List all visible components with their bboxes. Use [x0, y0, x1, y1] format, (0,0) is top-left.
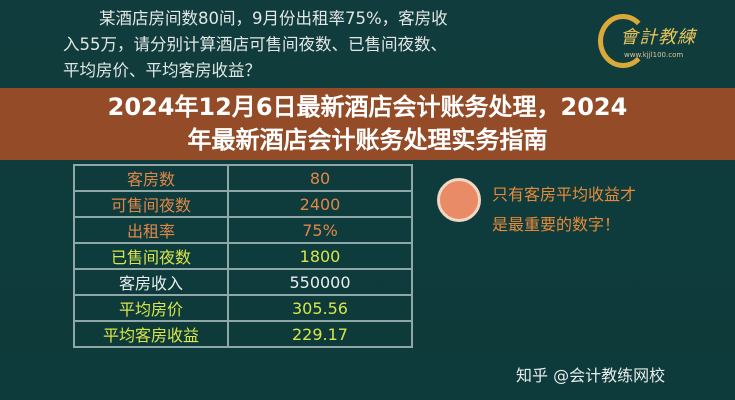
tip-line: 是最重要的数字！ [492, 215, 621, 234]
page-title: 2024年12月6日最新酒店会计账务处理，2024 年最新酒店会计账务处理实务指… [0, 91, 735, 157]
title-line: 年最新酒店会计账务处理实务指南 [187, 126, 548, 154]
row-label: 已售间夜数 [73, 242, 229, 270]
row-label: 可售间夜数 [73, 190, 229, 218]
row-label: 客房收入 [73, 268, 229, 296]
tip-line: 只有客房平均收益才 [492, 185, 637, 204]
table-row: 可售间夜数 2400 [73, 190, 413, 218]
table-row: 已售间夜数 1800 [73, 242, 413, 270]
watermark: 知乎 @会计教练网校 [516, 366, 666, 385]
logo-text: 會計教練 [620, 27, 696, 48]
row-value: 229.17 [227, 320, 413, 348]
question-line: 平均房价、平均客房收益？ [63, 61, 261, 80]
logo-url: www.kjjl100.com [624, 51, 684, 59]
table-row: 出租率 75% [73, 216, 413, 244]
logo: 會計教練 www.kjjl100.com [598, 14, 718, 68]
table-row: 平均客房收益 229.17 [73, 320, 413, 348]
row-value: 80 [227, 164, 413, 192]
data-table: 客房数 80 可售间夜数 2400 出租率 75% 已售间夜数 1800 客房收入 550… [73, 164, 413, 348]
row-value: 550000 [227, 268, 413, 296]
title-line: 2024年12月6日最新酒店会计账务处理，2024 [107, 93, 628, 121]
table-row: 平均房价 305.56 [73, 294, 413, 322]
question-line: 某酒店房间数80间，9月份出租率75%，客房收 [99, 9, 448, 28]
row-value: 305.56 [227, 294, 413, 322]
question-text: 某酒店房间数80间，9月份出租率75%，客房收 入55万，请分别计算酒店可售间夜… [63, 6, 543, 84]
tip-text: 只有客房平均收益才 是最重要的数字！ [492, 180, 636, 240]
table-row: 客房收入 550000 [73, 268, 413, 296]
row-value: 1800 [227, 242, 413, 270]
title-banner [0, 88, 735, 160]
table-row: 客房数 80 [73, 164, 413, 192]
row-label: 客房数 [73, 164, 229, 192]
row-label: 出租率 [73, 216, 229, 244]
logo-c-icon [598, 14, 648, 68]
row-label: 平均客房收益 [73, 320, 229, 348]
question-line: 入55万，请分别计算酒店可售间夜数、已售间夜数、 [63, 35, 447, 54]
row-label: 平均房价 [73, 294, 229, 322]
row-value: 75% [227, 216, 413, 244]
lightbulb-icon [437, 178, 481, 222]
row-value: 2400 [227, 190, 413, 218]
